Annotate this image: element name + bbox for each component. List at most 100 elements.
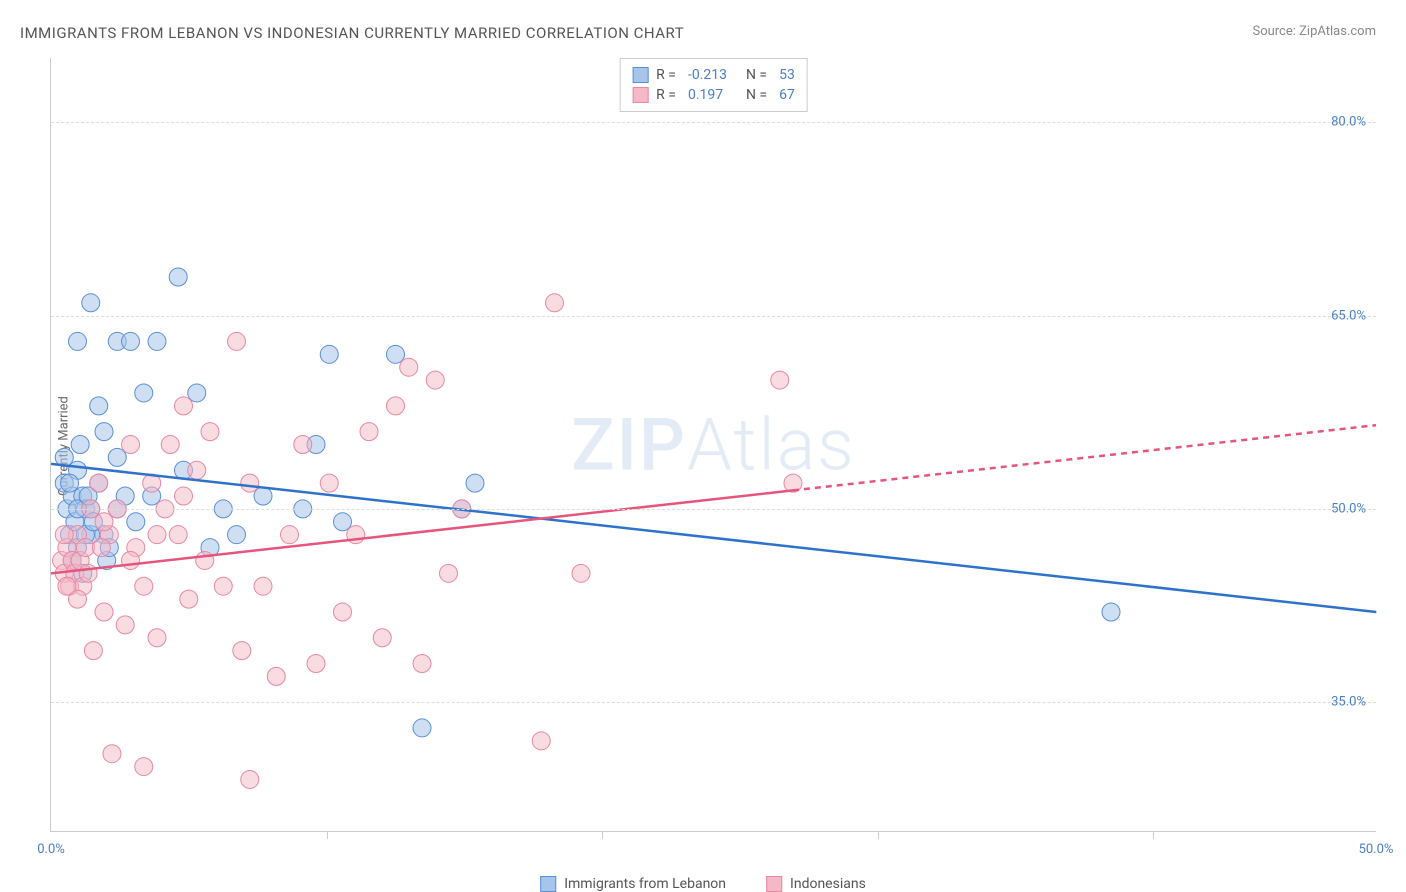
scatter-point (180, 590, 198, 608)
scatter-point (307, 655, 325, 673)
y-tick-label: 65.0% (1331, 308, 1366, 323)
scatter-point (90, 397, 108, 415)
legend-row: R = -0.213 N = 53 (632, 65, 795, 85)
scatter-point (228, 526, 246, 544)
scatter-point (122, 332, 140, 350)
scatter-point (426, 371, 444, 389)
scatter-point (241, 770, 259, 788)
scatter-point (135, 758, 153, 776)
scatter-point (214, 577, 232, 595)
scatter-point (90, 474, 108, 492)
plot-area: ZIPAtlas R =-0.213N =53R =0.197N =67 35.… (50, 58, 1376, 832)
scatter-point (387, 345, 405, 363)
scatter-point (440, 564, 458, 582)
legend-n-label: N = (746, 67, 767, 83)
scatter-point (169, 268, 187, 286)
scatter-point (320, 345, 338, 363)
scatter-point (95, 423, 113, 441)
x-tick-label: 50.0% (1359, 842, 1394, 857)
scatter-point (122, 436, 140, 454)
scatter-point (122, 551, 140, 569)
scatter-point (55, 526, 73, 544)
scatter-point (103, 745, 121, 763)
chart-svg (51, 58, 1376, 831)
scatter-point (92, 539, 110, 557)
scatter-point (148, 332, 166, 350)
scatter-point (546, 294, 564, 312)
scatter-point (334, 513, 352, 531)
scatter-point (76, 539, 94, 557)
scatter-point (254, 577, 272, 595)
scatter-point (169, 526, 187, 544)
scatter-point (127, 513, 145, 531)
trend-line-dashed (793, 425, 1376, 490)
x-tick (878, 831, 879, 839)
scatter-point (228, 332, 246, 350)
series-legend-item: Indonesians (766, 876, 866, 892)
scatter-point (79, 564, 97, 582)
legend-r-label: R = (656, 67, 676, 83)
legend-swatch (632, 67, 648, 83)
y-tick-label: 80.0% (1331, 115, 1366, 130)
gridline (51, 316, 1376, 317)
scatter-point (387, 397, 405, 415)
scatter-point (1102, 603, 1120, 621)
trend-line (51, 464, 1376, 612)
scatter-point (413, 719, 431, 737)
scatter-point (175, 487, 193, 505)
scatter-point (135, 384, 153, 402)
source-attribution: Source: ZipAtlas.com (1252, 24, 1376, 39)
scatter-point (61, 474, 79, 492)
series-legend-item: Immigrants from Lebanon (540, 876, 726, 892)
scatter-point (572, 564, 590, 582)
scatter-point (135, 577, 153, 595)
legend-r-value: 0.197 (688, 87, 738, 103)
scatter-point (360, 423, 378, 441)
scatter-point (148, 629, 166, 647)
scatter-point (294, 436, 312, 454)
series-legend-label: Indonesians (790, 876, 866, 892)
x-tick (327, 831, 328, 839)
legend-n-label: N = (746, 87, 767, 103)
scatter-point (84, 642, 102, 660)
scatter-point (413, 655, 431, 673)
scatter-point (373, 629, 391, 647)
x-tick (602, 831, 603, 839)
legend-n-value: 53 (779, 67, 795, 83)
scatter-point (82, 294, 100, 312)
series-legend: Immigrants from Lebanon Indonesians (540, 876, 866, 892)
scatter-point (201, 423, 219, 441)
scatter-point (466, 474, 484, 492)
chart-title: IMMIGRANTS FROM LEBANON VS INDONESIAN CU… (20, 24, 684, 42)
scatter-point (95, 603, 113, 621)
legend-swatch (540, 876, 556, 892)
gridline (51, 509, 1376, 510)
scatter-point (320, 474, 338, 492)
scatter-point (188, 461, 206, 479)
scatter-point (334, 603, 352, 621)
chart-container: IMMIGRANTS FROM LEBANON VS INDONESIAN CU… (0, 0, 1406, 892)
legend-r-label: R = (656, 87, 676, 103)
legend-n-value: 67 (779, 87, 795, 103)
y-tick-label: 35.0% (1331, 695, 1366, 710)
gridline (51, 122, 1376, 123)
legend-row: R = 0.197 N = 67 (632, 85, 795, 105)
scatter-point (532, 732, 550, 750)
scatter-point (108, 448, 126, 466)
y-tick-label: 50.0% (1331, 501, 1366, 516)
scatter-point (400, 358, 418, 376)
scatter-point (233, 642, 251, 660)
scatter-point (188, 384, 206, 402)
legend-r-value: -0.213 (688, 67, 738, 83)
scatter-point (71, 436, 89, 454)
x-tick-label: 0.0% (37, 842, 65, 857)
scatter-point (95, 513, 113, 531)
correlation-legend: R = -0.213 N = 53 R = 0.197 N = 67 (619, 58, 808, 112)
scatter-point (196, 551, 214, 569)
scatter-point (58, 577, 76, 595)
legend-swatch (766, 876, 782, 892)
scatter-point (69, 332, 87, 350)
scatter-point (267, 667, 285, 685)
scatter-point (254, 487, 272, 505)
scatter-point (771, 371, 789, 389)
